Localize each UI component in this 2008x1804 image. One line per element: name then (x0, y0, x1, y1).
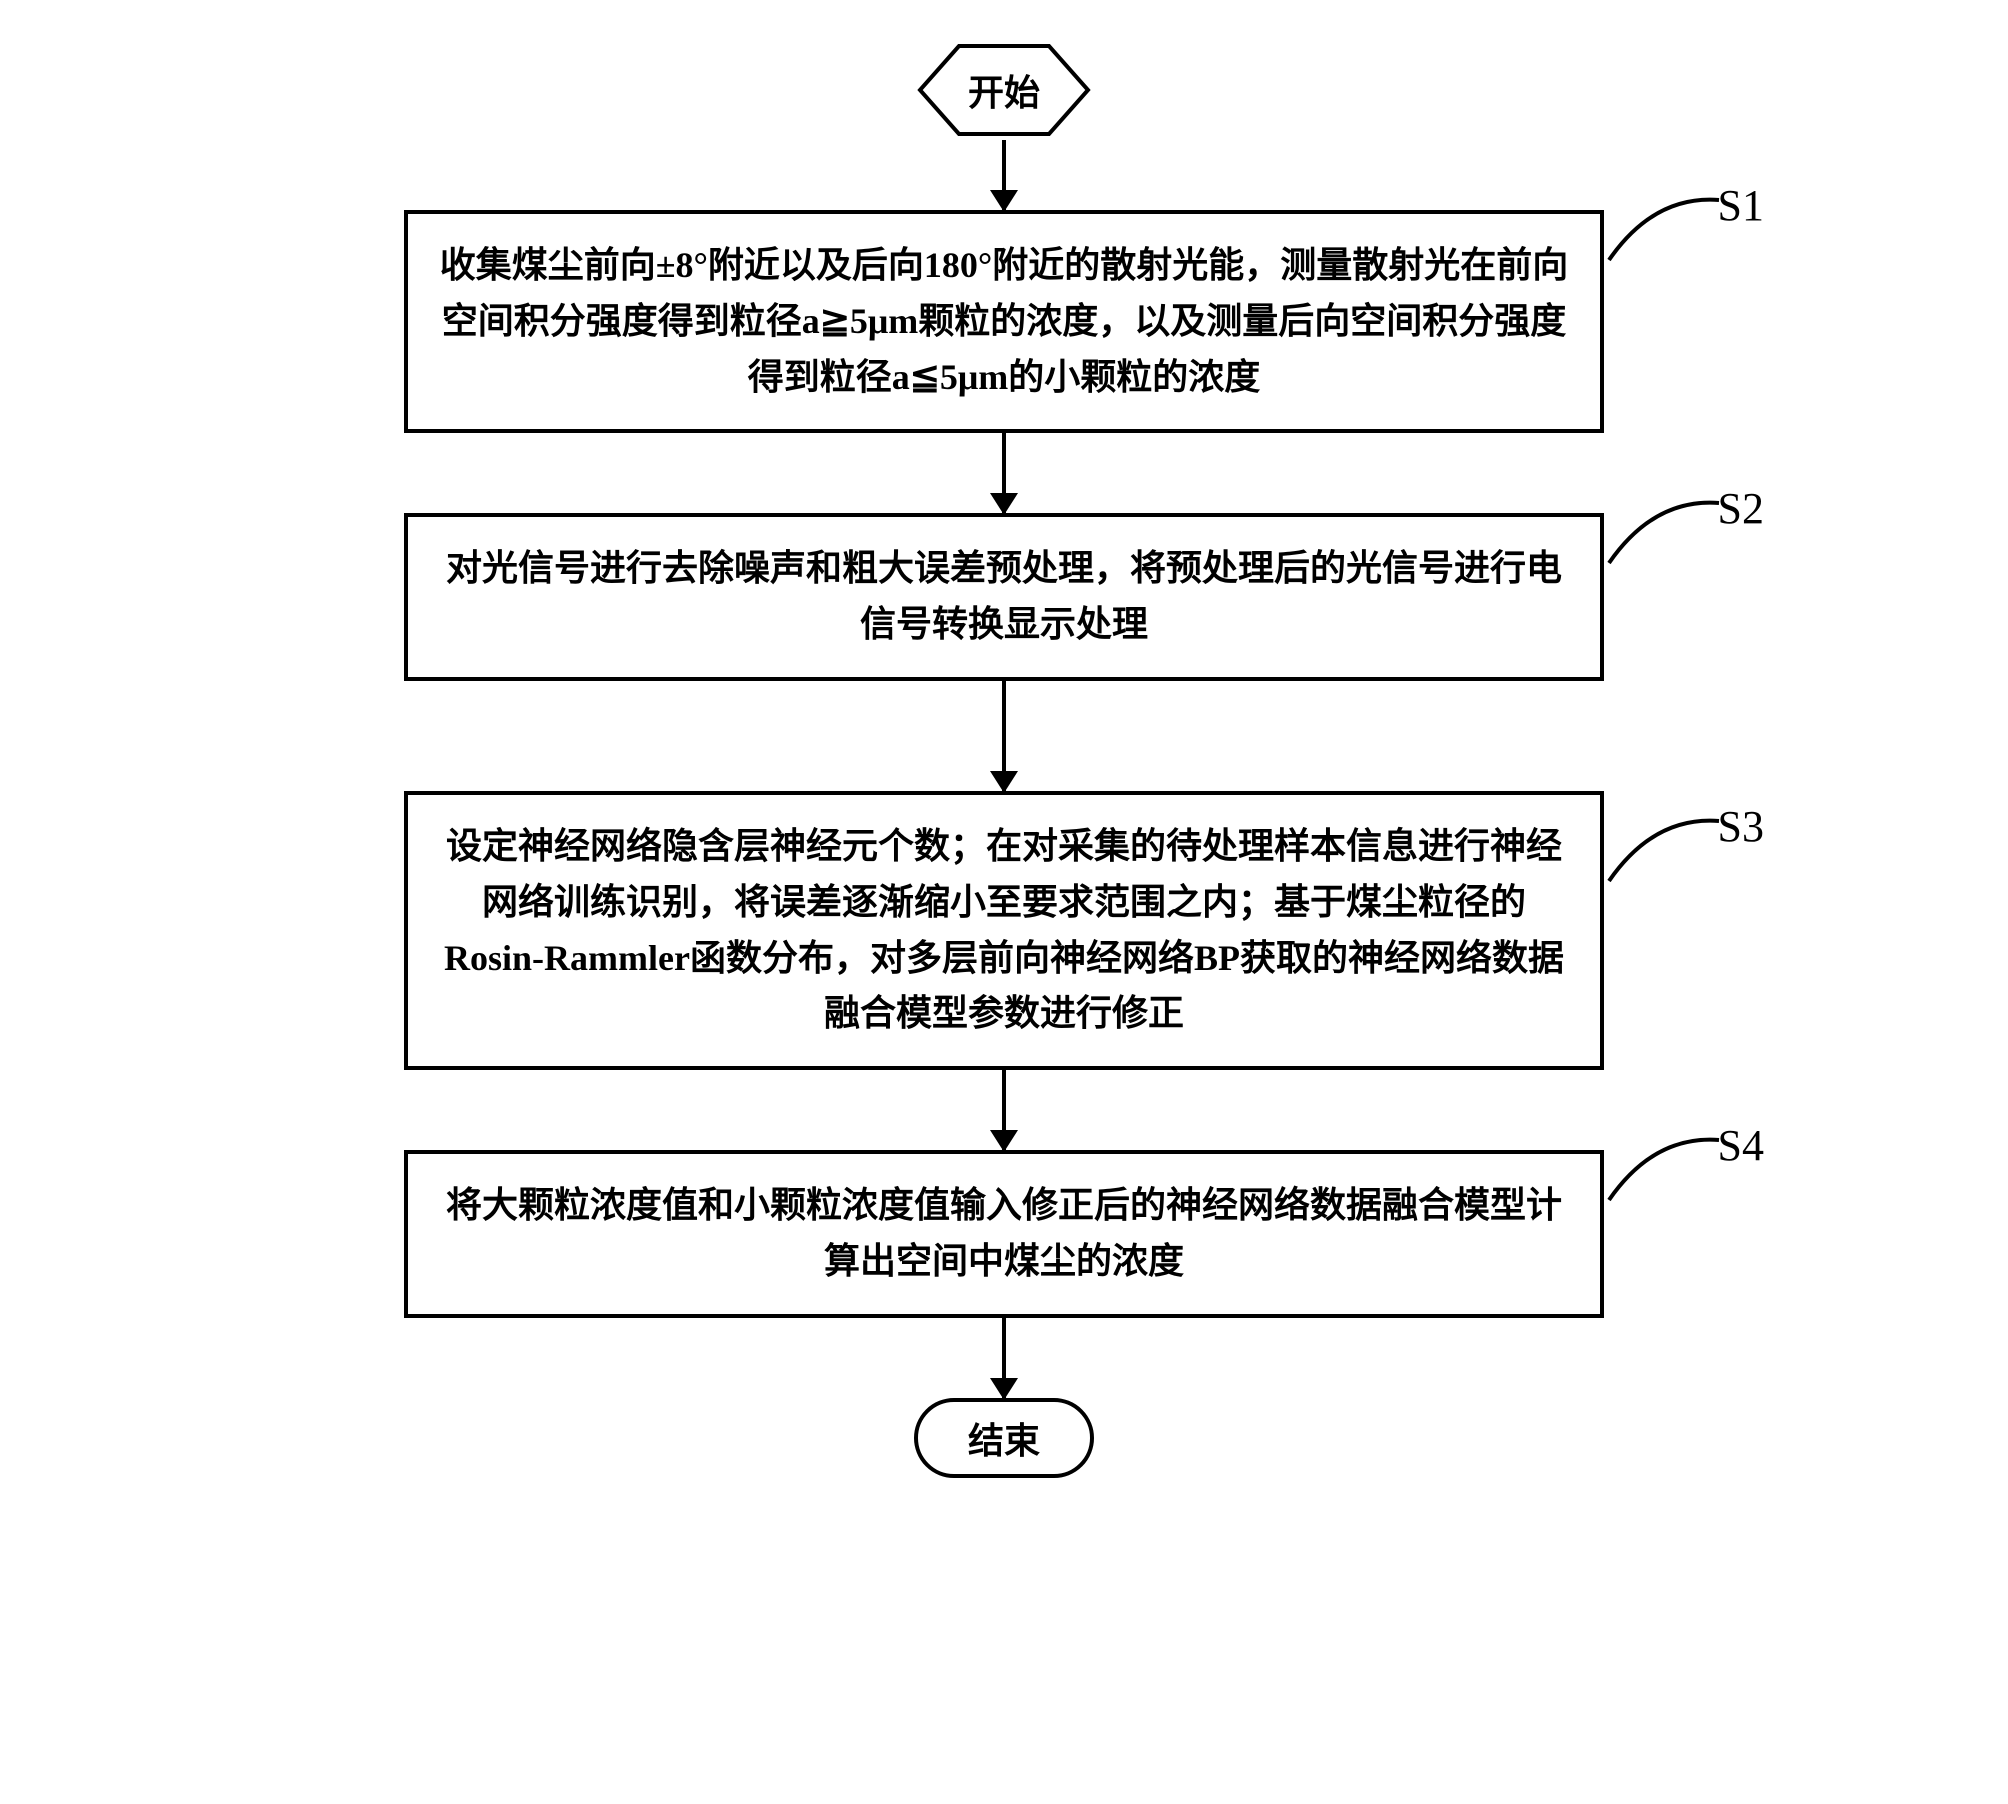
arrow-s2-s3 (1002, 681, 1006, 791)
curve-s1 (1604, 190, 1724, 270)
start-node: 开始 (914, 40, 1094, 140)
step-s1-box: 收集煤尘前向±8°附近以及后向180°附近的散射光能，测量散射光在前向空间积分强… (404, 210, 1604, 433)
curve-s4 (1604, 1130, 1724, 1210)
arrow-s3-s4 (1002, 1070, 1006, 1150)
end-label: 结束 (968, 1412, 1040, 1464)
start-label: 开始 (914, 40, 1094, 140)
step-s4-label: S4 (1718, 1120, 1764, 1171)
step-s4-box: 将大颗粒浓度值和小颗粒浓度值输入修正后的神经网络数据融合模型计算出空间中煤尘的浓… (404, 1150, 1604, 1318)
step-s1-wrap: 收集煤尘前向±8°附近以及后向180°附近的散射光能，测量散射光在前向空间积分强… (404, 210, 1604, 433)
step-s3-wrap: 设定神经网络隐含层神经元个数；在对采集的待处理样本信息进行神经网络训练识别，将误… (404, 791, 1604, 1070)
curve-s2 (1604, 493, 1724, 573)
step-s3-box: 设定神经网络隐含层神经元个数；在对采集的待处理样本信息进行神经网络训练识别，将误… (404, 791, 1604, 1070)
step-s4-wrap: 将大颗粒浓度值和小颗粒浓度值输入修正后的神经网络数据融合模型计算出空间中煤尘的浓… (404, 1150, 1604, 1318)
flowchart-root: 开始 收集煤尘前向±8°附近以及后向180°附近的散射光能，测量散射光在前向空间… (204, 40, 1804, 1478)
arrow-start-s1 (1002, 140, 1006, 210)
end-node: 结束 (914, 1398, 1094, 1478)
step-s2-box: 对光信号进行去除噪声和粗大误差预处理，将预处理后的光信号进行电信号转换显示处理 (404, 513, 1604, 681)
curve-s3 (1604, 811, 1724, 891)
step-s2-label: S2 (1718, 483, 1764, 534)
step-s3-label: S3 (1718, 801, 1764, 852)
step-s1-label: S1 (1718, 180, 1764, 231)
arrow-s4-end (1002, 1318, 1006, 1398)
arrow-s1-s2 (1002, 433, 1006, 513)
step-s2-wrap: 对光信号进行去除噪声和粗大误差预处理，将预处理后的光信号进行电信号转换显示处理 … (404, 513, 1604, 681)
